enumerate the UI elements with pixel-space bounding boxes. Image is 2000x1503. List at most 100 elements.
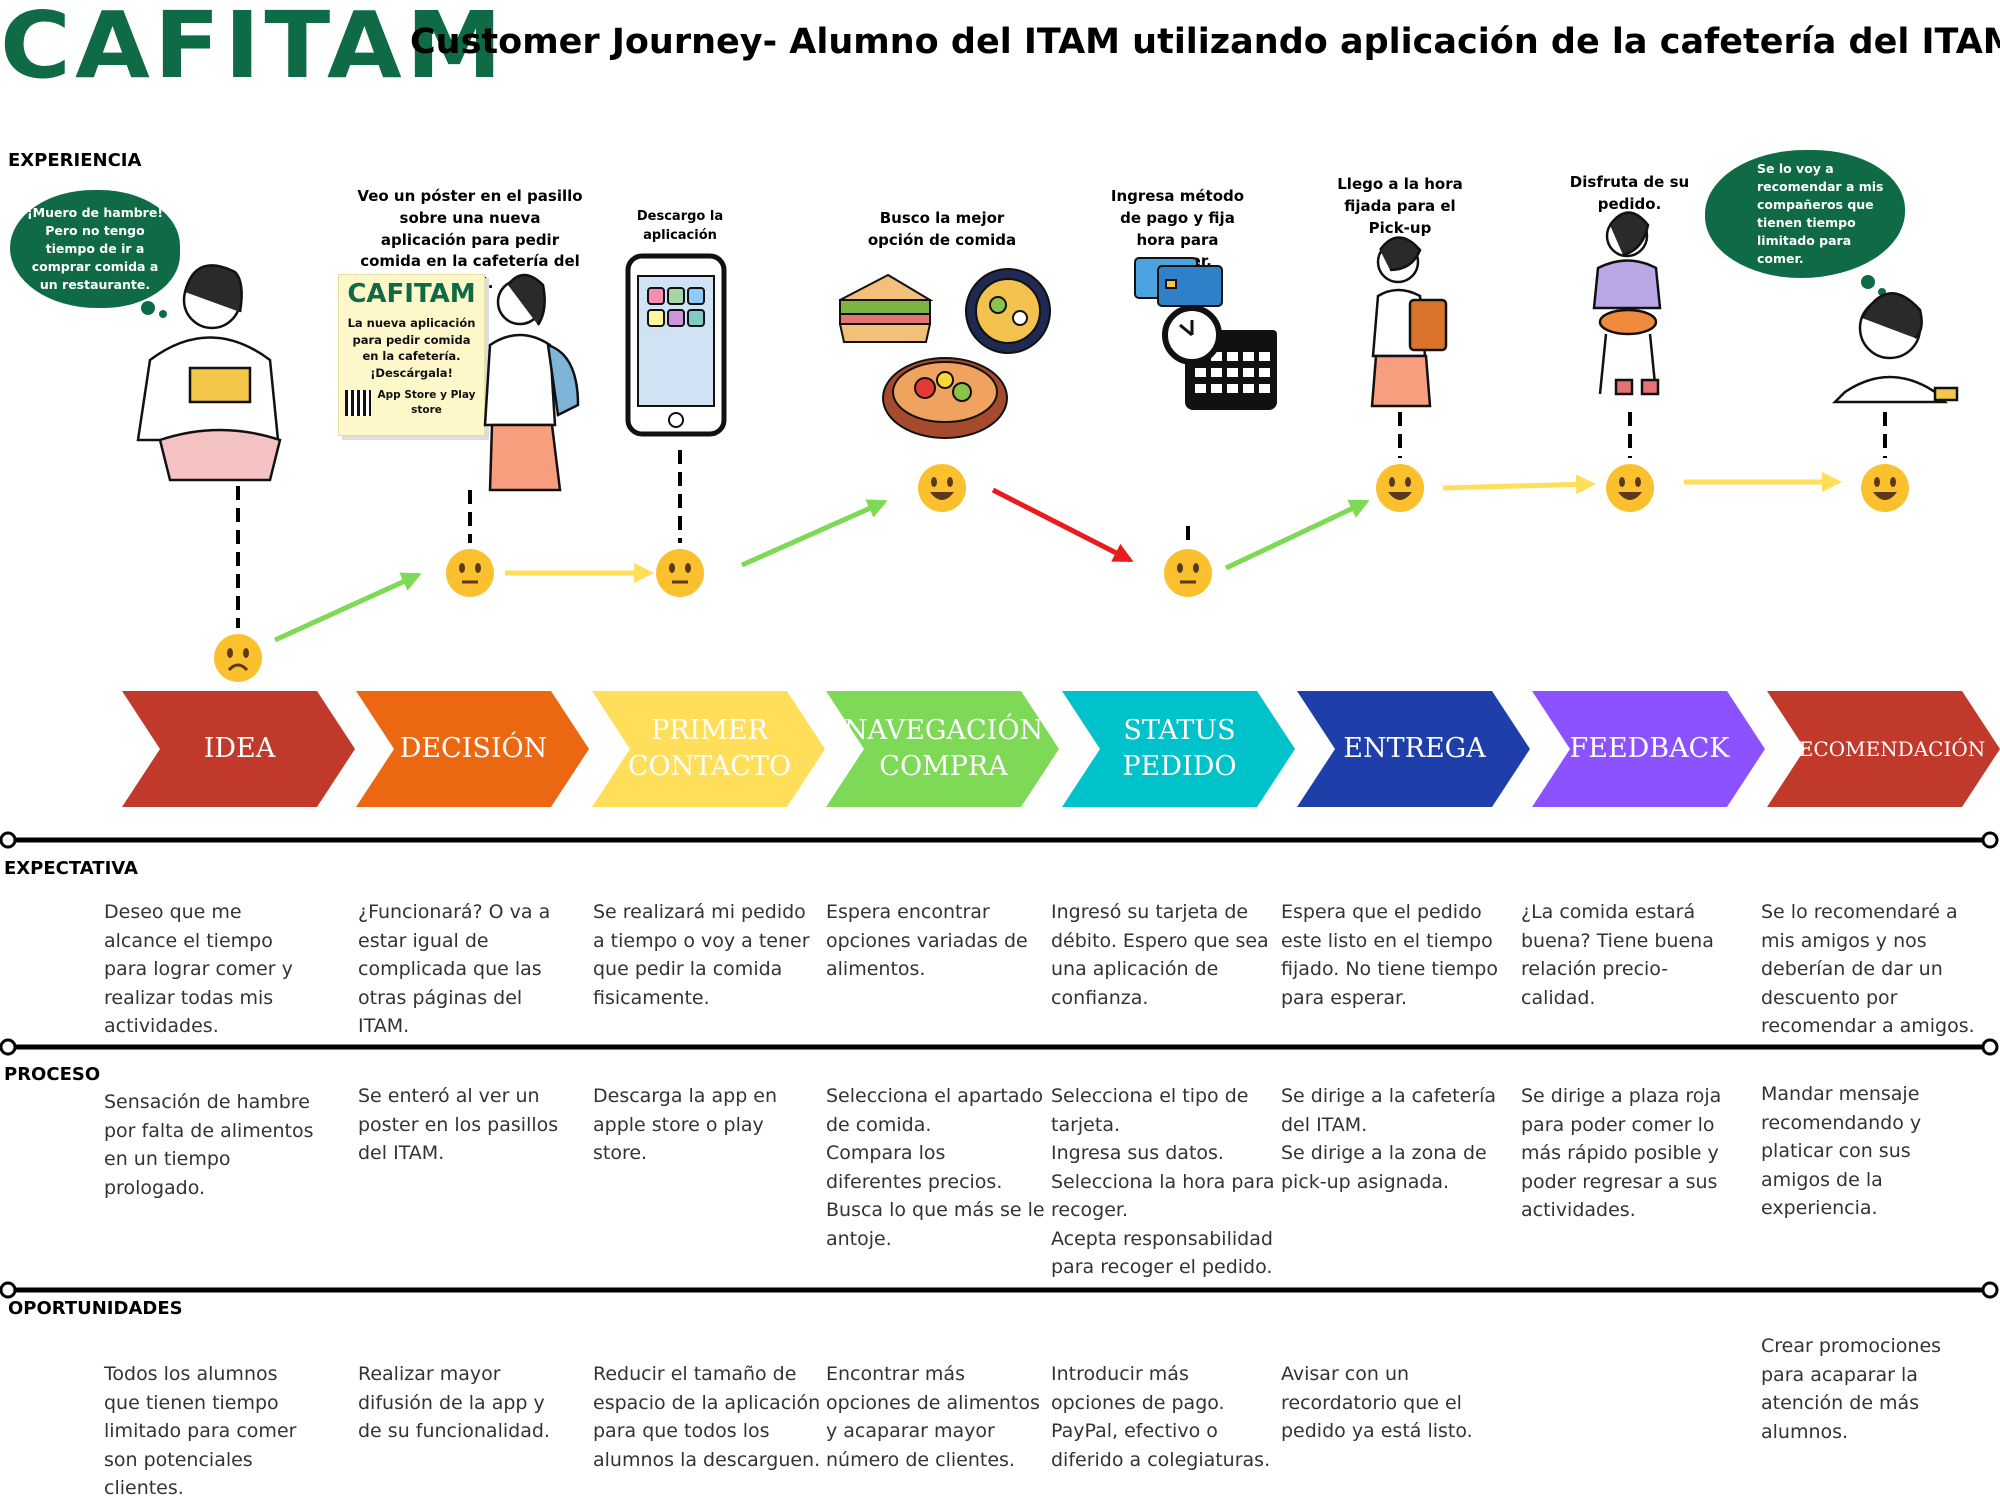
journey-step-label: FEEDBACK: [1569, 732, 1730, 764]
journey-step-label: DECISIÓN: [399, 732, 548, 764]
expectativa-text: Espera encontrar opciones variadas de al…: [826, 901, 1028, 980]
oportunidades-cell-4: Encontrar más opciones de alimentos y ac…: [826, 1360, 1046, 1474]
expectativa-text: Ingresó su tarjeta de débito. Espero que…: [1051, 901, 1269, 1009]
proceso-text: Busca lo que más se le antoje.: [826, 1199, 1045, 1250]
proceso-text: Descarga la app en apple store o play st…: [593, 1085, 778, 1164]
proceso-text: Selecciona la hora para recoger.: [1051, 1170, 1275, 1222]
oportunidades-cell-1: Todos los alumnos que tienen tiempo limi…: [104, 1360, 319, 1503]
journey-step-label: STATUS PEDIDO: [1122, 714, 1237, 782]
student-eating-illustration: [1592, 211, 1662, 396]
proceso-text: Acepta responsabilidad para recoger el p…: [1051, 1227, 1273, 1279]
happy-face-icon: [918, 464, 966, 512]
proceso-cell-4: Selecciona el apartado de comida. Compara…: [826, 1082, 1046, 1253]
journey-step-5: STATUS PEDIDO: [1062, 691, 1295, 807]
proceso-cell-3: Descarga la app en apple store o play st…: [593, 1082, 823, 1168]
expectativa-cell-3: Se realizará mi pedido a tiempo o voy a …: [593, 898, 823, 1012]
journey-step-label: PRIMER CONTACTO: [627, 714, 792, 782]
expectativa-text: ¿La comida estará buena? Tiene buena rel…: [1521, 901, 1714, 1009]
proceso-text: Se dirige a plaza roja para poder comer …: [1521, 1085, 1722, 1221]
expectativa-cell-7: ¿La comida estará buena? Tiene buena rel…: [1521, 898, 1746, 1012]
oportunidades-text: Reducir el tamaño de espacio de la aplic…: [593, 1363, 821, 1471]
poster-logo: CAFITAM: [347, 279, 476, 309]
proceso-text: Compara los diferentes precios.: [826, 1142, 1003, 1193]
smartphone-icon: [625, 253, 727, 437]
proceso-text: Selecciona el apartado de comida.: [826, 1085, 1044, 1136]
section-divider-2: [0, 1038, 1999, 1056]
proceso-text: Sensación de hambre por falta de aliment…: [104, 1091, 314, 1199]
neutral-face-icon: [656, 549, 704, 597]
oportunidades-text: Avisar con un recordatorio que el pedido…: [1281, 1363, 1473, 1442]
emotion-arrow-6: [1442, 474, 1596, 495]
journey-step-7: FEEDBACK: [1532, 691, 1765, 807]
happy-face-icon: [1376, 464, 1424, 512]
journey-step-1: IDEA: [122, 691, 355, 807]
clock-icon: [1162, 305, 1222, 365]
oportunidades-cell-3: Reducir el tamaño de espacio de la aplic…: [593, 1360, 823, 1474]
oportunidades-text: Encontrar más opciones de alimentos y ac…: [826, 1363, 1040, 1471]
nachos-plate-icon: [965, 268, 1051, 354]
bubble-tail-left: [141, 301, 167, 318]
brand-logo: CAFITAM: [0, 0, 507, 99]
expectativa-text: Espera que el pedido este listo en el ti…: [1281, 901, 1498, 1009]
credit-cards-icon: [1134, 257, 1223, 307]
journey-step-8: RECOMENDACIÓN: [1767, 691, 2000, 807]
oportunidades-text: Realizar mayor difusión de la app y de s…: [358, 1363, 550, 1442]
happy-face-icon: [1861, 464, 1909, 512]
expectativa-text: Se realizará mi pedido a tiempo o voy a …: [593, 901, 810, 1009]
expectativa-text: Deseo que me alcance el tiempo para logr…: [104, 901, 293, 1037]
poster-store-text: App Store y Play store: [377, 388, 476, 416]
proceso-cell-8: Mandar mensaje recomendando y platicar c…: [1761, 1080, 1976, 1223]
emotion-arrow-3: [740, 499, 888, 568]
expectativa-cell-8: Se lo recomendaré a mis amigos y nos deb…: [1761, 898, 1976, 1041]
expectativa-text: ¿Funcionará? O va a estar igual de compl…: [358, 901, 551, 1037]
expectativa-cell-2: ¿Funcionará? O va a estar igual de compl…: [358, 898, 573, 1041]
thought-bubble-recommend: Se lo voy a recomendar a mis compañeros …: [1705, 150, 1905, 278]
section-expectativa: EXPECTATIVA: [4, 858, 138, 879]
oportunidades-cell-2: Realizar mayor difusión de la app y de s…: [358, 1360, 573, 1446]
proceso-text: Se enteró al ver un poster en los pasill…: [358, 1085, 559, 1164]
proceso-cell-1: Sensación de hambre por falta de aliment…: [104, 1088, 319, 1202]
sad-face-icon: [214, 634, 262, 682]
app-poster: CAFITAM La nueva aplicación para pedir c…: [338, 274, 485, 436]
hungry-student-illustration: [136, 264, 282, 482]
proceso-cell-7: Se dirige a plaza roja para poder comer …: [1521, 1082, 1746, 1225]
caption-pickup: Llego a la hora fijada para el Pick-up: [1337, 175, 1463, 237]
poster-text: La nueva aplicación para pedir comida en…: [347, 316, 476, 381]
expectativa-cell-4: Espera encontrar opciones variadas de al…: [826, 898, 1046, 984]
oportunidades-cell-8: Crear promociones para acaparar la atenc…: [1761, 1332, 1976, 1446]
emotion-arrow-5: [1224, 499, 1370, 571]
caption-download: Descargo la aplicación: [636, 209, 724, 243]
proceso-cell-2: Se enteró al ver un poster en los pasill…: [358, 1082, 573, 1168]
bubble-tail-right: [1861, 275, 1886, 296]
section-oportunidades: OPORTUNIDADES: [8, 1298, 183, 1319]
section-divider-1: [0, 831, 1999, 849]
journey-step-3: PRIMER CONTACTO: [592, 691, 825, 807]
proceso-text: Mandar mensaje recomendando y platicar c…: [1761, 1083, 1922, 1219]
proceso-cell-5: Selecciona el tipo de tarjeta. Ingresa su…: [1051, 1082, 1276, 1282]
expectativa-cell-5: Ingresó su tarjeta de débito. Espero que…: [1051, 898, 1276, 1012]
emotion-arrow-1: [273, 572, 422, 643]
happy-face-icon: [1606, 464, 1654, 512]
proceso-text: Se dirige a la zona de pick-up asignada.: [1281, 1142, 1487, 1193]
expectativa-text: Se lo recomendaré a mis amigos y nos deb…: [1761, 901, 1975, 1037]
oportunidades-text: Introducir más opciones de pago. PayPal,…: [1051, 1363, 1271, 1471]
thought-bubble-hunger: ¡Muero de hambre! Pero no tengo tiempo d…: [10, 190, 180, 308]
journey-step-6: ENTREGA: [1297, 691, 1530, 807]
section-experiencia: EXPERIENCIA: [8, 150, 142, 171]
caption-search-food: Busco la mejor opción de comida: [867, 209, 1017, 249]
proceso-text: Ingresa sus datos.: [1051, 1142, 1224, 1164]
oportunidades-text: Crear promociones para acaparar la atenc…: [1761, 1335, 1942, 1443]
qr-code-icon: [345, 389, 371, 416]
proceso-text: Selecciona el tipo de tarjeta.: [1051, 1085, 1249, 1136]
journey-step-2: DECISIÓN: [356, 691, 589, 807]
journey-step-4: NAVEGACIÓN COMPRA: [826, 691, 1059, 807]
proceso-text: Se dirige a la cafetería del ITAM.: [1281, 1085, 1496, 1136]
proceso-cell-6: Se dirige a la cafetería del ITAM. Se dir…: [1281, 1082, 1506, 1196]
page-title: Customer Journey- Alumno del ITAM utiliz…: [410, 22, 2000, 62]
section-proceso: PROCESO: [4, 1064, 101, 1085]
sandwich-icon: [838, 273, 934, 343]
salad-bowl-icon: [882, 357, 1008, 439]
oportunidades-text: Todos los alumnos que tienen tiempo limi…: [104, 1363, 297, 1499]
expectativa-cell-1: Deseo que me alcance el tiempo para logr…: [104, 898, 319, 1041]
